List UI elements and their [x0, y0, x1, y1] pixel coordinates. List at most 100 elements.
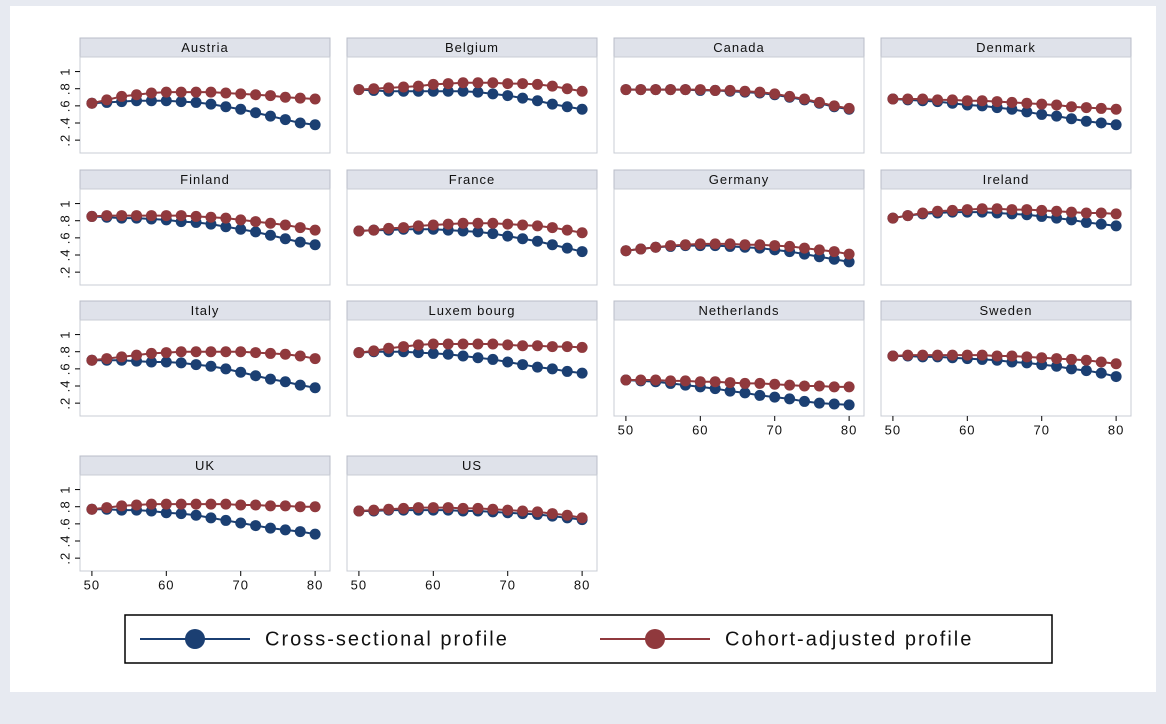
panel-title: Ireland — [983, 172, 1030, 187]
series-point — [798, 395, 810, 407]
series-point — [383, 342, 395, 354]
series-point — [843, 381, 855, 393]
series-point — [739, 387, 751, 399]
series-point — [101, 94, 113, 106]
series-point — [457, 338, 469, 350]
series-point — [1065, 113, 1077, 125]
series-point — [1080, 216, 1092, 228]
panel-title: Austria — [181, 40, 228, 55]
series-point — [635, 84, 647, 96]
series-point — [279, 91, 291, 103]
series-point — [487, 228, 499, 240]
series-point — [294, 501, 306, 513]
series-line — [892, 98, 1117, 111]
series-point — [264, 110, 276, 122]
legend-label: Cohort-adjusted profile — [725, 628, 973, 650]
series-point — [235, 88, 247, 100]
series-line — [892, 211, 1117, 227]
series-point — [116, 351, 128, 363]
series-point — [472, 86, 484, 98]
plot-area — [880, 319, 1132, 417]
series-line — [91, 91, 316, 105]
series-line — [358, 343, 583, 354]
series-line — [358, 509, 583, 521]
series-point — [442, 338, 454, 350]
series-point — [917, 349, 929, 361]
plot-area — [613, 188, 865, 286]
series-point — [175, 96, 187, 108]
series-point — [991, 203, 1003, 215]
series-point — [843, 102, 855, 114]
plot-area — [880, 56, 1132, 154]
series-point — [784, 379, 796, 391]
series-point — [754, 239, 766, 251]
y-tick-label: .2 — [57, 134, 72, 147]
series-point — [398, 341, 410, 353]
x-tick-label: 50 — [618, 422, 634, 437]
series-point — [309, 528, 321, 540]
panel-title: Canada — [713, 40, 765, 55]
series-point — [235, 103, 247, 115]
series-point — [279, 219, 291, 231]
series-point — [517, 219, 529, 231]
series-point — [190, 498, 202, 510]
series-point — [1065, 363, 1077, 375]
y-tick-label: .8 — [57, 500, 72, 513]
series-point — [175, 210, 187, 222]
series-point — [116, 210, 128, 222]
series-point — [250, 216, 262, 228]
series-point — [101, 210, 113, 222]
series-point — [250, 107, 262, 119]
series-point — [576, 367, 588, 379]
x-tick-label: 60 — [425, 577, 441, 592]
series-point — [546, 239, 558, 251]
series-point — [502, 230, 514, 242]
y-tick-label: .4 — [57, 249, 72, 262]
series-point — [412, 220, 424, 232]
series-point — [1110, 358, 1122, 370]
series-point — [190, 96, 202, 108]
series-point — [917, 93, 929, 105]
series-point — [383, 82, 395, 94]
series-point — [487, 77, 499, 89]
plot-area — [79, 319, 331, 417]
series-point — [353, 84, 365, 96]
series-point — [101, 502, 113, 514]
y-tick-label: 1 — [57, 485, 72, 493]
series-point — [1006, 350, 1018, 362]
series-point — [1051, 353, 1063, 365]
series-point — [442, 85, 454, 97]
series-point — [472, 77, 484, 89]
series-point — [902, 93, 914, 105]
series-point — [546, 80, 558, 92]
series-point — [620, 374, 632, 386]
series-point — [131, 499, 143, 511]
plot-area — [880, 188, 1132, 286]
series-point — [754, 86, 766, 98]
series-point — [784, 393, 796, 405]
series-point — [887, 212, 899, 224]
series-point — [561, 509, 573, 521]
series-point — [309, 119, 321, 131]
series-point — [220, 212, 232, 224]
y-tick-label: .4 — [57, 535, 72, 548]
series-point — [724, 238, 736, 250]
series-point — [976, 349, 988, 361]
y-tick-label: .2 — [57, 552, 72, 565]
series-point — [769, 88, 781, 100]
series-line — [358, 81, 583, 93]
series-point — [1006, 204, 1018, 216]
series-point — [502, 78, 514, 90]
series-point — [264, 373, 276, 385]
series-point — [561, 224, 573, 236]
series-line — [91, 503, 316, 511]
series-point — [1095, 367, 1107, 379]
series-point — [220, 514, 232, 526]
series-point — [754, 377, 766, 389]
series-point — [576, 103, 588, 115]
series-point — [383, 222, 395, 234]
series-point — [160, 507, 172, 519]
series-point — [679, 239, 691, 251]
panel-title: Germany — [709, 172, 769, 187]
plot-area — [79, 188, 331, 286]
